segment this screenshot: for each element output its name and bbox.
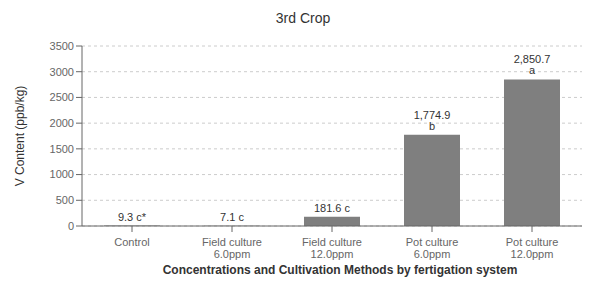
- svg-text:3500: 3500: [50, 40, 74, 52]
- svg-text:181.6 c: 181.6 c: [314, 202, 351, 214]
- svg-text:1500: 1500: [50, 143, 74, 155]
- svg-text:9.3 c*: 9.3 c*: [118, 211, 147, 223]
- svg-text:Field culture12.0ppm: Field culture12.0ppm: [302, 236, 362, 260]
- svg-text:Pot culture6.0ppm: Pot culture6.0ppm: [406, 236, 459, 260]
- svg-text:Control: Control: [114, 236, 149, 248]
- svg-text:3000: 3000: [50, 66, 74, 78]
- svg-text:0: 0: [68, 220, 74, 232]
- svg-text:2000: 2000: [50, 117, 74, 129]
- svg-text:Field culture6.0ppm: Field culture6.0ppm: [202, 236, 262, 260]
- svg-text:500: 500: [56, 194, 74, 206]
- svg-text:V Content (ppb/kg): V Content (ppb/kg): [13, 86, 27, 187]
- svg-text:2,850.7a: 2,850.7a: [514, 53, 551, 76]
- svg-text:7.1 c: 7.1 c: [220, 211, 244, 223]
- svg-text:Pot culture12.0ppm: Pot culture12.0ppm: [506, 236, 559, 260]
- html-text:3rd Crop: 3rd Crop: [275, 10, 331, 26]
- svg-text:1000: 1000: [50, 168, 74, 180]
- html-text:Concentrations and Cultivation: Concentrations and Cultivation Methods b…: [162, 263, 518, 277]
- svg-text:1,774.9b: 1,774.9b: [414, 109, 451, 132]
- svg-text:2500: 2500: [50, 91, 74, 103]
